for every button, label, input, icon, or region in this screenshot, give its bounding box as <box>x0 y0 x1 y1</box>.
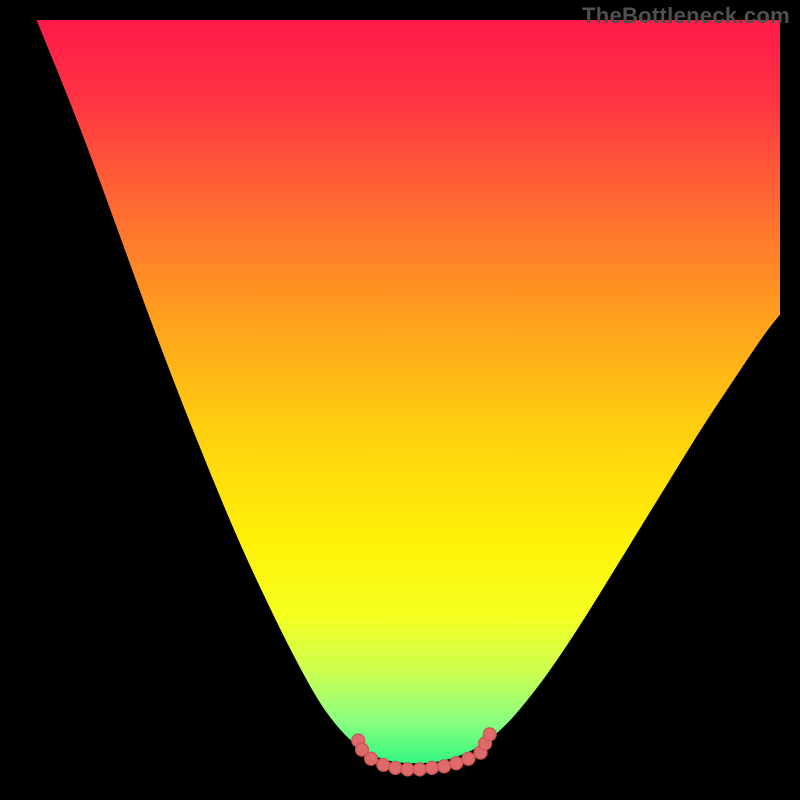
watermark-text: TheBottleneck.com <box>582 3 790 29</box>
marker-point <box>450 757 463 770</box>
marker-point <box>438 760 451 773</box>
chart-frame: TheBottleneck.com <box>0 0 800 800</box>
marker-point <box>462 752 475 765</box>
marker-point <box>377 758 390 771</box>
marker-point <box>413 763 426 776</box>
marker-point <box>389 761 402 774</box>
marker-point <box>483 728 496 741</box>
chart-svg <box>20 20 780 780</box>
gradient-area <box>35 20 780 764</box>
plot-area <box>20 20 780 780</box>
marker-point <box>401 763 414 776</box>
marker-point <box>425 761 438 774</box>
marker-point <box>365 752 378 765</box>
